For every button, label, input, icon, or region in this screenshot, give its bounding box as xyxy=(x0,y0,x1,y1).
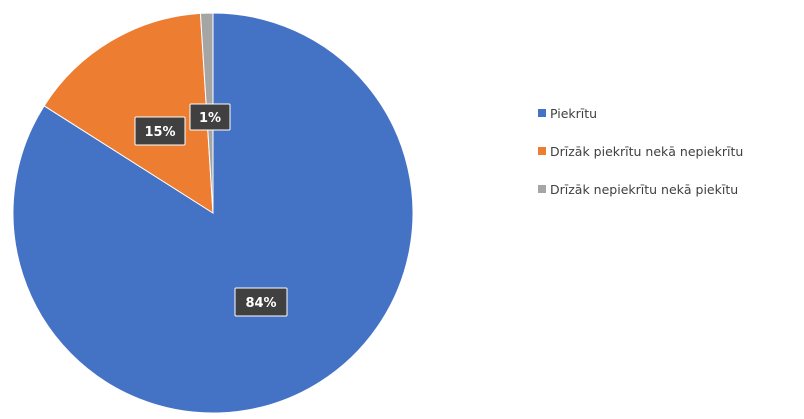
legend-swatch-orange xyxy=(538,147,546,155)
data-label-15-text: 15% xyxy=(144,125,175,140)
legend: Piekrītu Drīzāk piekrītu nekā nepiekrītu… xyxy=(538,106,743,197)
legend-item-piekritu: Piekrītu xyxy=(538,106,597,121)
data-label-84-text: 84% xyxy=(245,296,276,311)
legend-swatch-gray xyxy=(538,185,546,193)
data-label-1-text: 1% xyxy=(199,111,221,126)
legend-item-drizak-piekritu: Drīzāk piekrītu nekā nepiekrītu xyxy=(538,144,743,159)
data-label-1: 1% xyxy=(189,103,231,131)
legend-label-drizak-nepiekritu: Drīzāk nepiekrītu nekā piekītu xyxy=(550,182,738,197)
pie-slice-drizak-piekritu xyxy=(43,12,214,214)
legend-label-drizak-piekritu: Drīzāk piekrītu nekā nepiekrītu xyxy=(550,144,743,159)
pie-slices xyxy=(12,12,414,414)
legend-item-drizak-nepiekritu: Drīzāk nepiekrītu nekā piekītu xyxy=(538,182,738,197)
legend-swatch-blue xyxy=(538,109,546,117)
data-label-84: 84% xyxy=(234,287,288,317)
legend-label-piekritu: Piekrītu xyxy=(550,106,597,121)
data-label-15: 15% xyxy=(134,116,186,146)
